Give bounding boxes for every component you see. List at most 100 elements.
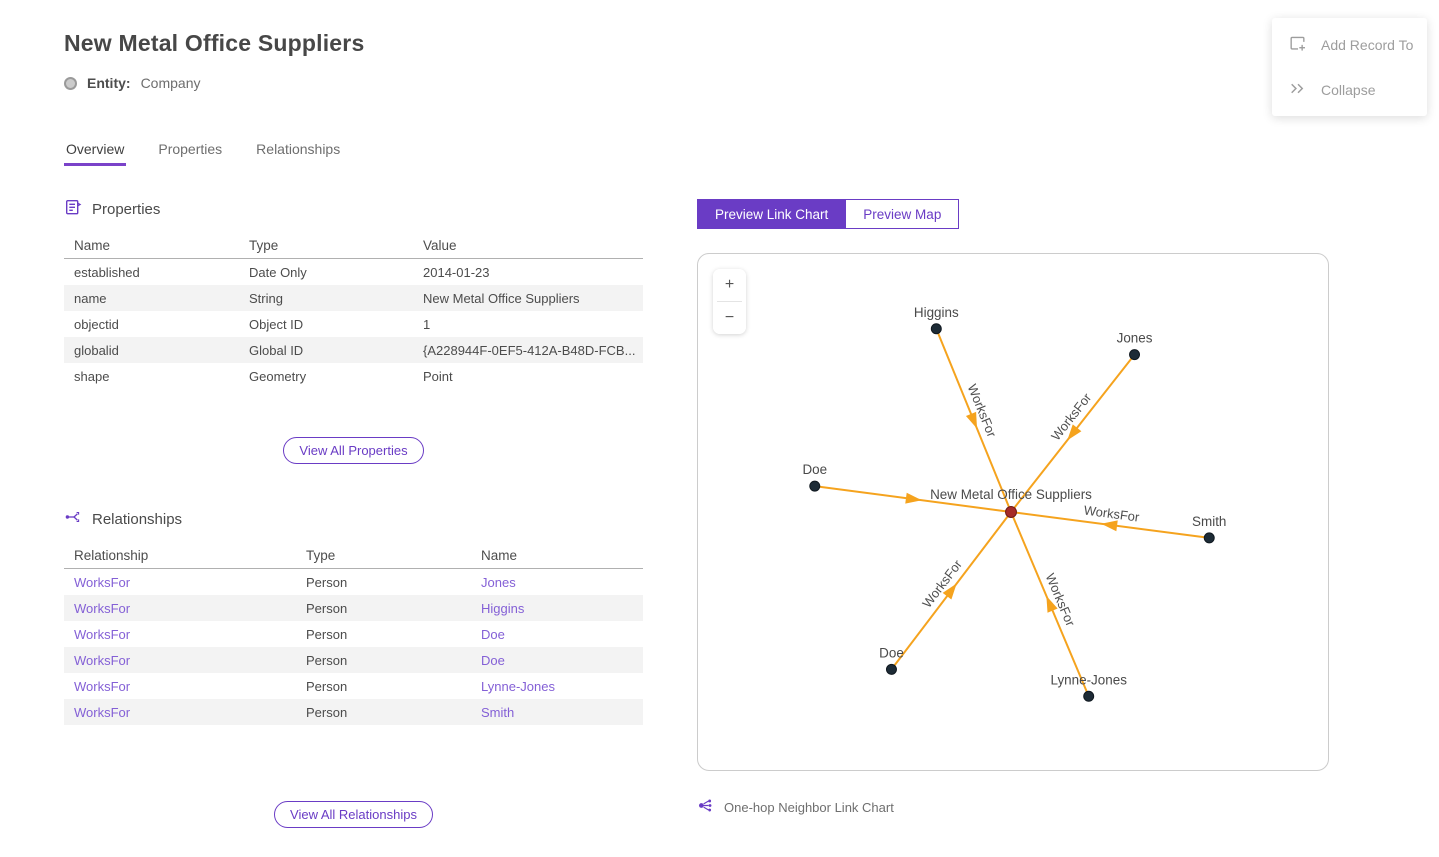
relationship-type: Person [306,704,348,720]
properties-section-header: Properties [64,198,643,220]
relationship-link[interactable]: WorksFor [74,600,131,616]
graph-node-label: Doe [879,645,904,660]
entity-header: New Metal Office Suppliers Entity: Compa… [64,30,364,91]
graph-node-jones[interactable] [1129,349,1141,361]
table-row: WorksFor Person Lynne-Jones [64,673,643,699]
table-row: WorksFor Person Doe [64,647,643,673]
column-header: Value [423,237,457,253]
tab-overview[interactable]: Overview [64,141,127,166]
relationship-link[interactable]: WorksFor [74,652,131,668]
relationship-type: Person [306,678,348,694]
relationship-type: Person [306,652,348,668]
edge-arrow-icon [1067,424,1082,441]
zoom-divider [717,301,742,302]
detail-tabs: Overview Properties Relationships [64,141,342,166]
graph-node-label: Doe [802,462,827,477]
relationship-type: Person [306,626,348,642]
table-row: shape Geometry Point [64,363,643,389]
menu-item-label: Collapse [1321,81,1376,98]
related-entity-link[interactable]: Higgins [481,600,525,616]
table-row: WorksFor Person Doe [64,621,643,647]
table-row: globalid Global ID {A228944F-0EF5-412A-B… [64,337,643,363]
graph-node-label: Lynne-Jones [1050,672,1127,687]
column-header: Type [306,547,336,563]
related-entity-link[interactable]: Lynne-Jones [481,678,555,694]
chart-caption: One-hop Neighbor Link Chart [697,797,1329,817]
menu-item-label: Add Record To [1321,36,1414,53]
properties-table: Name Type Value established Date Only 20… [64,232,643,389]
relationship-link[interactable]: WorksFor [74,678,131,694]
edge-arrow-icon [905,492,922,504]
graph-node-lynnejones[interactable] [1083,690,1095,702]
preview-map-tab[interactable]: Preview Map [846,199,960,229]
property-value: Point [423,368,453,384]
actions-menu: Add Record To Collapse [1272,18,1427,116]
tab-relationships[interactable]: Relationships [256,141,341,157]
related-entity-link[interactable]: Doe [481,626,505,642]
column-header: Name [74,237,111,253]
edge-arrow-icon [942,583,957,600]
property-name: objectid [74,316,119,332]
graph-node-doe2[interactable] [885,663,897,675]
relationships-icon [64,508,82,531]
property-type: Date Only [249,264,307,280]
property-type: String [249,290,283,306]
graph-center-label: New Metal Office Suppliers [930,487,1092,502]
column-header: Relationship [74,547,149,563]
link-chart-panel[interactable]: + − WorksFor WorksFor WorksFor WorksFor Work… [697,253,1329,771]
table-row: WorksFor Person Jones [64,569,643,595]
table-row: established Date Only 2014-01-23 [64,259,643,285]
graph-node-higgins[interactable] [930,323,942,335]
table-row: WorksFor Person Higgins [64,595,643,621]
properties-table-header: Name Type Value [64,232,643,259]
property-name: established [74,264,140,280]
entity-type-row: Entity: Company [64,75,364,91]
graph-node-smith[interactable] [1203,532,1215,544]
edge-label: WorksFor [1083,503,1141,525]
zoom-out-button[interactable]: − [713,302,746,334]
relationship-link[interactable]: WorksFor [74,626,131,642]
relationships-table-header: Relationship Type Name [64,542,643,569]
chart-caption-text: One-hop Neighbor Link Chart [724,799,894,815]
entity-dot-icon [64,76,77,90]
page-title: New Metal Office Suppliers [64,30,365,56]
zoom-control: + − [713,269,746,334]
collapse-icon [1288,79,1307,101]
relationships-section-header: Relationships [64,508,643,530]
properties-section-title: Properties [92,200,161,218]
graph-node-label: Higgins [914,305,959,320]
relationships-section-title: Relationships [92,510,183,528]
menu-item-collapse[interactable]: Collapse [1272,67,1427,112]
graph-node-center[interactable] [1005,506,1017,518]
property-name: globalid [74,342,119,358]
property-type: Global ID [249,342,304,358]
preview-link-chart-tab[interactable]: Preview Link Chart [697,199,847,229]
property-value: New Metal Office Suppliers [423,290,580,306]
table-row: objectid Object ID 1 [64,311,643,337]
related-entity-link[interactable]: Smith [481,704,515,720]
menu-item-add-record-to[interactable]: Add Record To [1272,22,1427,67]
entity-value: Company [140,75,201,91]
edge-arrow-icon [1046,595,1058,613]
graph-node-doe1[interactable] [809,480,821,492]
relationship-link[interactable]: WorksFor [74,574,131,590]
preview-toggle: Preview Link Chart Preview Map [697,199,960,229]
zoom-in-button[interactable]: + [713,269,746,301]
related-entity-link[interactable]: Jones [481,574,516,590]
property-type: Object ID [249,316,304,332]
property-type: Geometry [249,368,307,384]
relationship-link[interactable]: WorksFor [74,704,131,720]
one-hop-link-chart-icon [697,797,714,817]
graph-node-label: Jones [1117,331,1153,346]
tab-properties[interactable]: Properties [158,141,223,157]
related-entity-link[interactable]: Doe [481,652,505,668]
view-all-relationships-button[interactable]: View All Relationships [274,801,433,828]
view-all-properties-button[interactable]: View All Properties [283,437,424,464]
edge-arrow-icon [1101,520,1118,532]
relationships-table: Relationship Type Name WorksFor Person J… [64,542,643,725]
relationship-type: Person [306,574,348,590]
property-value: 2014-01-23 [423,264,490,280]
property-name: shape [74,368,110,384]
property-name: name [74,290,107,306]
